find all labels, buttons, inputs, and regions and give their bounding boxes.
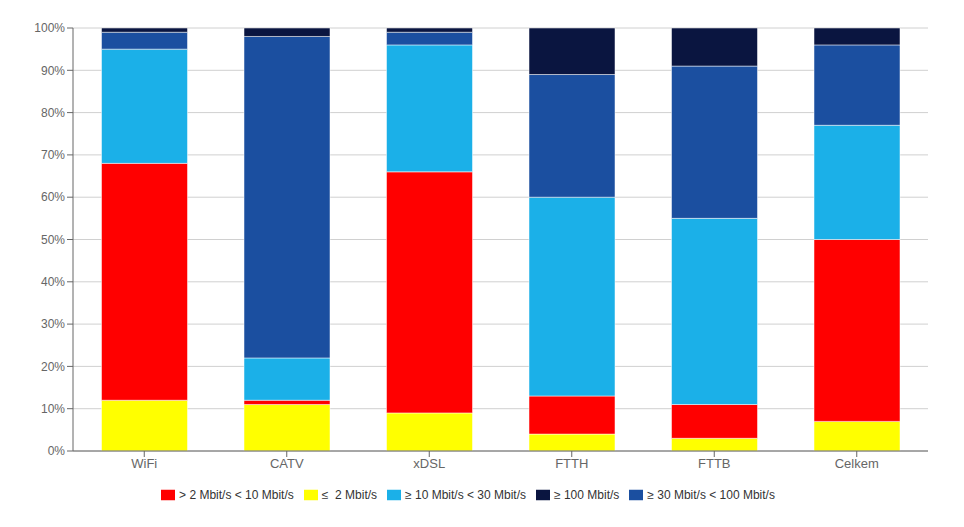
svg-text:FTTH: FTTH — [555, 456, 588, 471]
svg-text:10%: 10% — [41, 402, 65, 416]
svg-text:80%: 80% — [41, 106, 65, 120]
svg-text:60%: 60% — [41, 190, 65, 204]
svg-text:100%: 100% — [34, 21, 65, 35]
svg-text:xDSL: xDSL — [413, 456, 445, 471]
svg-text:Celkem: Celkem — [835, 456, 879, 471]
html-text:≤ 2 Mbit/s: ≤ 2 Mbit/s — [321, 488, 377, 502]
svg-text:90%: 90% — [41, 64, 65, 78]
svg-text:FTTB: FTTB — [698, 456, 731, 471]
svg-text:20%: 20% — [41, 360, 65, 374]
svg-text:30%: 30% — [41, 317, 65, 331]
svg-text:CATV: CATV — [270, 456, 304, 471]
svg-text:40%: 40% — [41, 275, 65, 289]
svg-text:50%: 50% — [41, 233, 65, 247]
html-text:> 2 Mbit/s < 10 Mbit/s: > 2 Mbit/s < 10 Mbit/s — [179, 488, 294, 502]
svg-text:WiFi: WiFi — [131, 456, 157, 471]
svg-text:70%: 70% — [41, 148, 65, 162]
svg-text:0%: 0% — [48, 444, 66, 458]
html-text:≥ 30 Mbit/s < 100 Mbit/s: ≥ 30 Mbit/s < 100 Mbit/s — [647, 488, 775, 502]
html-text:≥ 10 Mbit/s < 30 Mbit/s: ≥ 10 Mbit/s < 30 Mbit/s — [405, 488, 526, 502]
html-text:≥ 100 Mbit/s: ≥ 100 Mbit/s — [554, 488, 620, 502]
